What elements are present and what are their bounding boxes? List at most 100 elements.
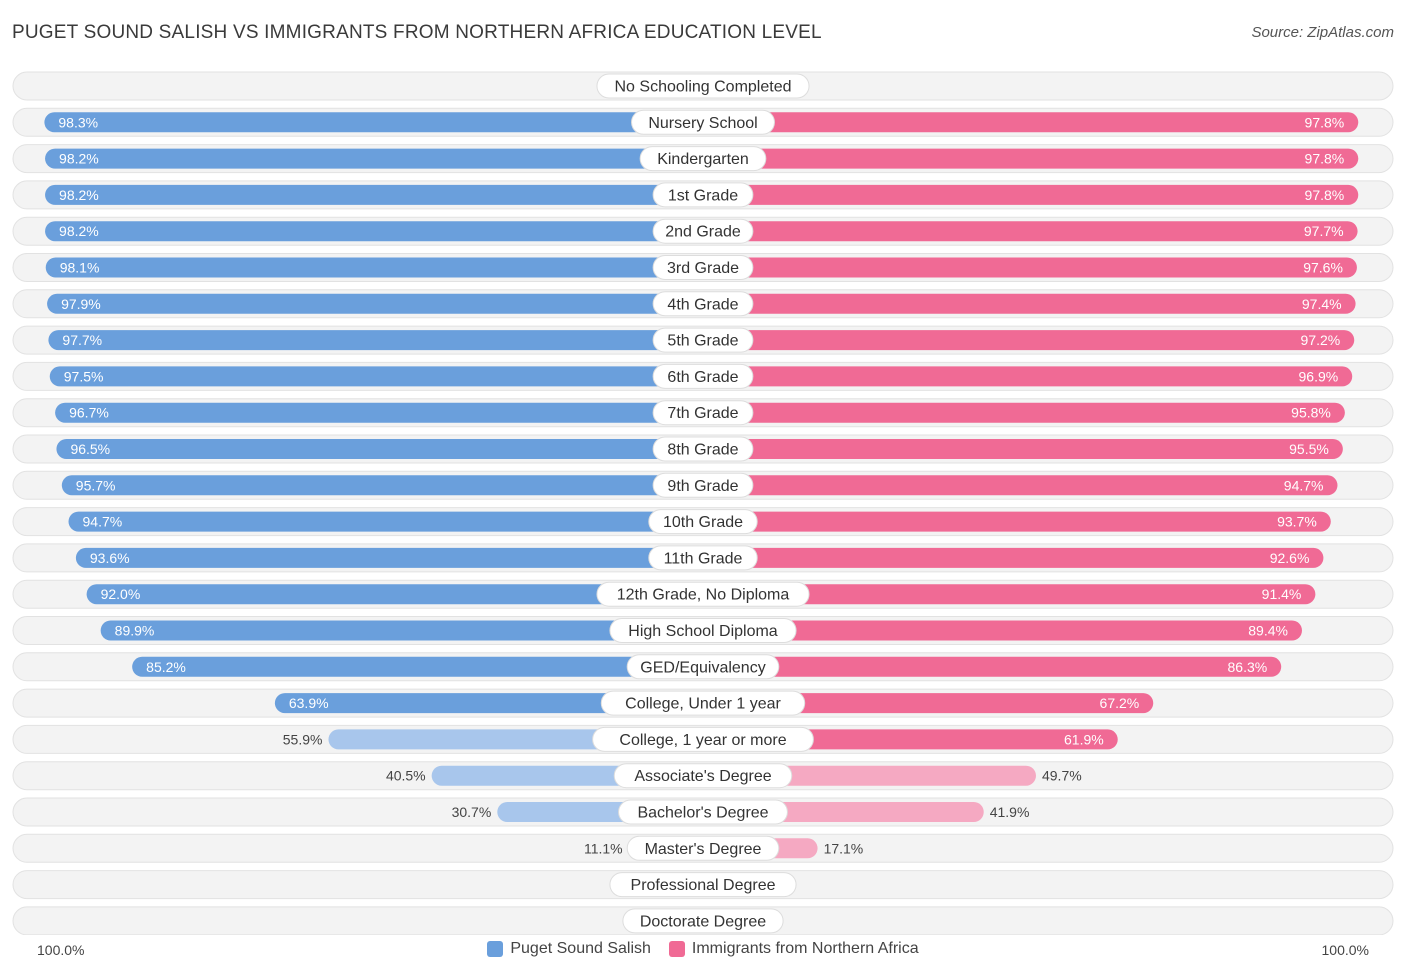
value-label-left: 94.7% <box>83 514 123 530</box>
row-2: 98.2% 97.8% Kindergarten <box>12 144 1394 174</box>
value-label-left: 95.7% <box>76 477 116 493</box>
row-10: 96.5% 95.5% 8th Grade <box>12 434 1394 464</box>
row-21: 11.1% 17.1% Master's Degree <box>12 833 1394 863</box>
row-12: 94.7% 93.7% 10th Grade <box>12 507 1394 537</box>
category-label: No Schooling Completed <box>615 79 792 96</box>
category-label: Associate's Degree <box>634 768 771 785</box>
category-pill <box>626 654 780 680</box>
row-20: 30.7% 41.9% Bachelor's Degree <box>12 797 1394 827</box>
value-label-left: 63.9% <box>289 695 329 711</box>
bar-left <box>45 221 704 242</box>
value-label-right: 94.7% <box>1284 477 1324 493</box>
bar-left <box>47 293 703 314</box>
bar-left <box>274 693 703 714</box>
category-label: College, 1 year or more <box>619 732 786 749</box>
row-4: 98.2% 97.7% 2nd Grade <box>12 216 1394 246</box>
bar-right <box>703 221 1358 242</box>
bar-left <box>44 112 703 133</box>
value-label-right: 89.4% <box>1248 623 1288 639</box>
value-label-right: 97.6% <box>1303 260 1343 276</box>
bar-right <box>703 330 1355 351</box>
value-label-left: 30.7% <box>452 804 492 820</box>
category-pill <box>652 182 754 208</box>
legend-swatch-left <box>487 941 504 957</box>
legend-item-left: Puget Sound Salish <box>487 940 651 958</box>
category-pill <box>613 763 793 789</box>
value-label-right: 67.2% <box>1100 695 1140 711</box>
bar-left <box>48 330 704 351</box>
category-label: 6th Grade <box>667 369 738 386</box>
category-pill <box>618 799 788 825</box>
bar-right <box>703 402 1345 423</box>
category-pill <box>648 545 758 571</box>
value-label-right: 97.8% <box>1305 114 1345 130</box>
value-label-left: 40.5% <box>386 768 426 784</box>
row-8: 97.5% 96.9% 6th Grade <box>12 361 1394 391</box>
axis-left-label: 100.0% <box>37 942 85 958</box>
bar-right <box>703 439 1343 459</box>
category-pill <box>622 908 784 934</box>
category-pill <box>652 327 754 353</box>
value-label-left: 93.6% <box>90 550 130 566</box>
category-pill <box>652 400 754 426</box>
value-label-left: 98.2% <box>59 187 99 203</box>
bar-right <box>703 511 1331 532</box>
bar-left <box>45 148 704 169</box>
value-label-left: 98.1% <box>60 260 100 276</box>
bar-left <box>132 656 703 677</box>
legend-label-left: Puget Sound Salish <box>510 940 651 957</box>
category-label: 1st Grade <box>668 187 738 204</box>
value-label-right: 86.3% <box>1228 659 1268 675</box>
category-label: High School Diploma <box>628 623 778 640</box>
category-pill <box>596 581 810 607</box>
category-pill <box>639 146 767 172</box>
bar-left <box>49 366 703 387</box>
value-label-left: 97.5% <box>64 368 104 384</box>
category-label: Professional Degree <box>631 877 776 894</box>
row-16: 85.2% 86.3% GED/Equivalency <box>12 652 1394 682</box>
axis-right-label: 100.0% <box>1321 942 1369 958</box>
category-pill <box>631 109 775 135</box>
value-label-left: 98.2% <box>59 151 99 167</box>
category-pill <box>626 835 780 861</box>
bar-right <box>703 584 1316 605</box>
category-label: Master's Degree <box>645 841 762 858</box>
category-label: Bachelor's Degree <box>637 805 768 822</box>
category-label: Doctorate Degree <box>640 913 766 930</box>
category-pill <box>609 872 797 898</box>
value-label-right: 49.7% <box>1042 768 1082 784</box>
value-label-left: 97.7% <box>62 332 102 348</box>
category-pill <box>652 291 754 317</box>
bar-left <box>61 475 704 496</box>
value-label-right: 97.8% <box>1305 151 1345 167</box>
row-1: 98.3% 97.8% Nursery School <box>12 107 1394 137</box>
row-6: 97.9% 97.4% 4th Grade <box>12 289 1394 319</box>
bar-left <box>55 402 704 423</box>
value-label-right: 41.9% <box>990 804 1030 820</box>
value-label-right: 91.4% <box>1262 586 1302 602</box>
value-label-right: 95.5% <box>1289 441 1329 457</box>
value-label-left: 98.3% <box>58 114 98 130</box>
category-pill <box>600 690 806 716</box>
row-17: 63.9% 67.2% College, Under 1 year <box>12 688 1394 718</box>
value-label-right: 17.1% <box>824 840 864 856</box>
row-13: 93.6% 92.6% 11th Grade <box>12 543 1394 573</box>
category-label: 8th Grade <box>667 442 738 459</box>
bar-left <box>56 439 703 459</box>
legend: Puget Sound Salish Immigrants from North… <box>0 940 1406 958</box>
value-label-right: 96.9% <box>1299 368 1339 384</box>
value-label-right: 95.8% <box>1291 405 1331 421</box>
category-label: Kindergarten <box>657 151 749 168</box>
value-label-right: 97.7% <box>1304 223 1344 239</box>
category-label: 10th Grade <box>663 514 743 531</box>
bar-right <box>703 547 1324 568</box>
category-label: 4th Grade <box>667 296 738 313</box>
category-label: 9th Grade <box>667 478 738 495</box>
value-label-right: 92.6% <box>1270 550 1310 566</box>
value-label-right: 97.4% <box>1302 296 1342 312</box>
value-label-left: 96.7% <box>69 405 109 421</box>
chart-title: PUGET SOUND SALISH VS IMMIGRANTS FROM NO… <box>12 22 822 43</box>
bar-right <box>703 366 1353 387</box>
category-pill <box>652 363 754 389</box>
value-label-right: 61.9% <box>1064 731 1104 747</box>
